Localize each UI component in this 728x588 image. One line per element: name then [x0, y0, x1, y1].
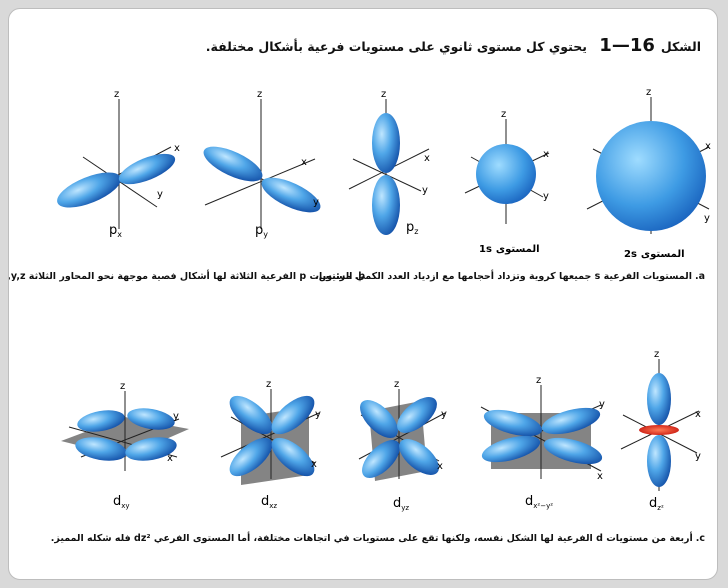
caption-b-letter: b.	[354, 271, 365, 282]
axis-x-label: x	[311, 459, 317, 470]
axis-z-label: z	[120, 381, 125, 392]
axis-x-label: x	[597, 471, 603, 482]
orbital-2s: z x y 2s المستوى	[586, 87, 711, 260]
axis-y-label: y	[313, 197, 319, 208]
orbital-label: dxz	[261, 494, 277, 510]
axis-z-label: z	[114, 89, 119, 100]
axis-z-label: z	[654, 349, 659, 360]
orbital-label: 1s المستوى	[479, 244, 540, 255]
axis-y-label: y	[599, 399, 605, 410]
axis-x-label: x	[174, 143, 180, 154]
axis-y-label: y	[543, 191, 549, 202]
axis-y-label: y	[157, 189, 163, 200]
axis-y-label: y	[695, 451, 701, 462]
orbital-label: dyz	[393, 496, 409, 512]
axis-y-label: y	[704, 213, 710, 224]
orbital-label: px	[109, 223, 122, 239]
caption-b-text: مستويات p الفرعية الثلاثة لها أشكال فصية…	[8, 271, 352, 282]
orbital-pz: z x y pz	[348, 89, 430, 236]
axis-z-label: z	[536, 375, 541, 386]
orbital-px: z x y px	[57, 89, 180, 239]
orbital-label: py	[255, 223, 268, 239]
caption-a-text: المستويات الفرعية s جميعها كروية وتزداد …	[315, 271, 692, 282]
figure-number-sub: 1	[599, 35, 612, 56]
axis-y-label: y	[422, 185, 428, 196]
caption-b: b.مستويات p الفرعية الثلاثة لها أشكال فص…	[8, 271, 365, 282]
orbital-illustration: z x y px z x y py z x y pz	[57, 87, 711, 512]
axis-x-label: x	[437, 461, 443, 472]
figure-number: 16—1	[599, 35, 655, 56]
orbital-dyz: z y x dyz	[358, 379, 447, 512]
caption-a: a.المستويات الفرعية s جميعها كروية وتزدا…	[315, 271, 705, 282]
axis-y-label: y	[315, 409, 321, 420]
axis-x-label: x	[167, 453, 173, 464]
orbital-dxy: z y x dxy	[61, 381, 189, 510]
figure-number-main: 16	[629, 35, 655, 56]
axis-z-label: z	[266, 379, 271, 390]
figure-card: الشكل 16—1 يحتوي كل مستوى ثانوي على مستوي…	[8, 8, 718, 580]
caption-a-letter: a.	[694, 271, 705, 282]
orbital-1s: z x y 1s المستوى	[464, 109, 550, 255]
caption-c-text: أربعة من مستويات d الفرعية لها الشكل نفس…	[50, 533, 693, 544]
orbital-label: dxy	[113, 494, 130, 510]
figure-number-sep: —	[611, 35, 630, 56]
orbital-label: dz²	[649, 496, 664, 512]
figure-title: الشكل 16—1 يحتوي كل مستوى ثانوي على مستوي…	[206, 35, 701, 56]
caption-c: c.أربعة من مستويات d الفرعية لها الشكل ن…	[51, 533, 705, 544]
orbital-label: dx²−y²	[525, 494, 553, 510]
axis-x-label: x	[424, 153, 430, 164]
axis-y-label: y	[173, 411, 179, 422]
axis-x-label: x	[705, 141, 711, 152]
axis-z-label: z	[257, 89, 262, 100]
axis-z-label: z	[394, 379, 399, 390]
orbital-dz2: z x y dz²	[620, 349, 701, 512]
orbital-label: pz	[406, 220, 418, 236]
axis-x-label: x	[695, 409, 701, 420]
axis-x-label: x	[543, 149, 549, 160]
axis-x-label: x	[301, 157, 307, 168]
axis-z-label: z	[646, 87, 651, 98]
orbital-label: 2s المستوى	[624, 249, 685, 260]
figure-caption: يحتوي كل مستوى ثانوي على مستويات فرعية ب…	[205, 39, 587, 54]
caption-c-letter: c.	[695, 533, 705, 544]
figure-label: الشكل	[660, 39, 701, 54]
axis-z-label: z	[501, 109, 506, 120]
axis-z-label: z	[381, 89, 386, 100]
orbital-dxz: z y x dxz	[220, 379, 321, 510]
orbital-py: z x y py	[203, 89, 321, 239]
orbital-dx2-y2: z y x dx²−y²	[480, 375, 605, 510]
axis-y-label: y	[441, 409, 447, 420]
